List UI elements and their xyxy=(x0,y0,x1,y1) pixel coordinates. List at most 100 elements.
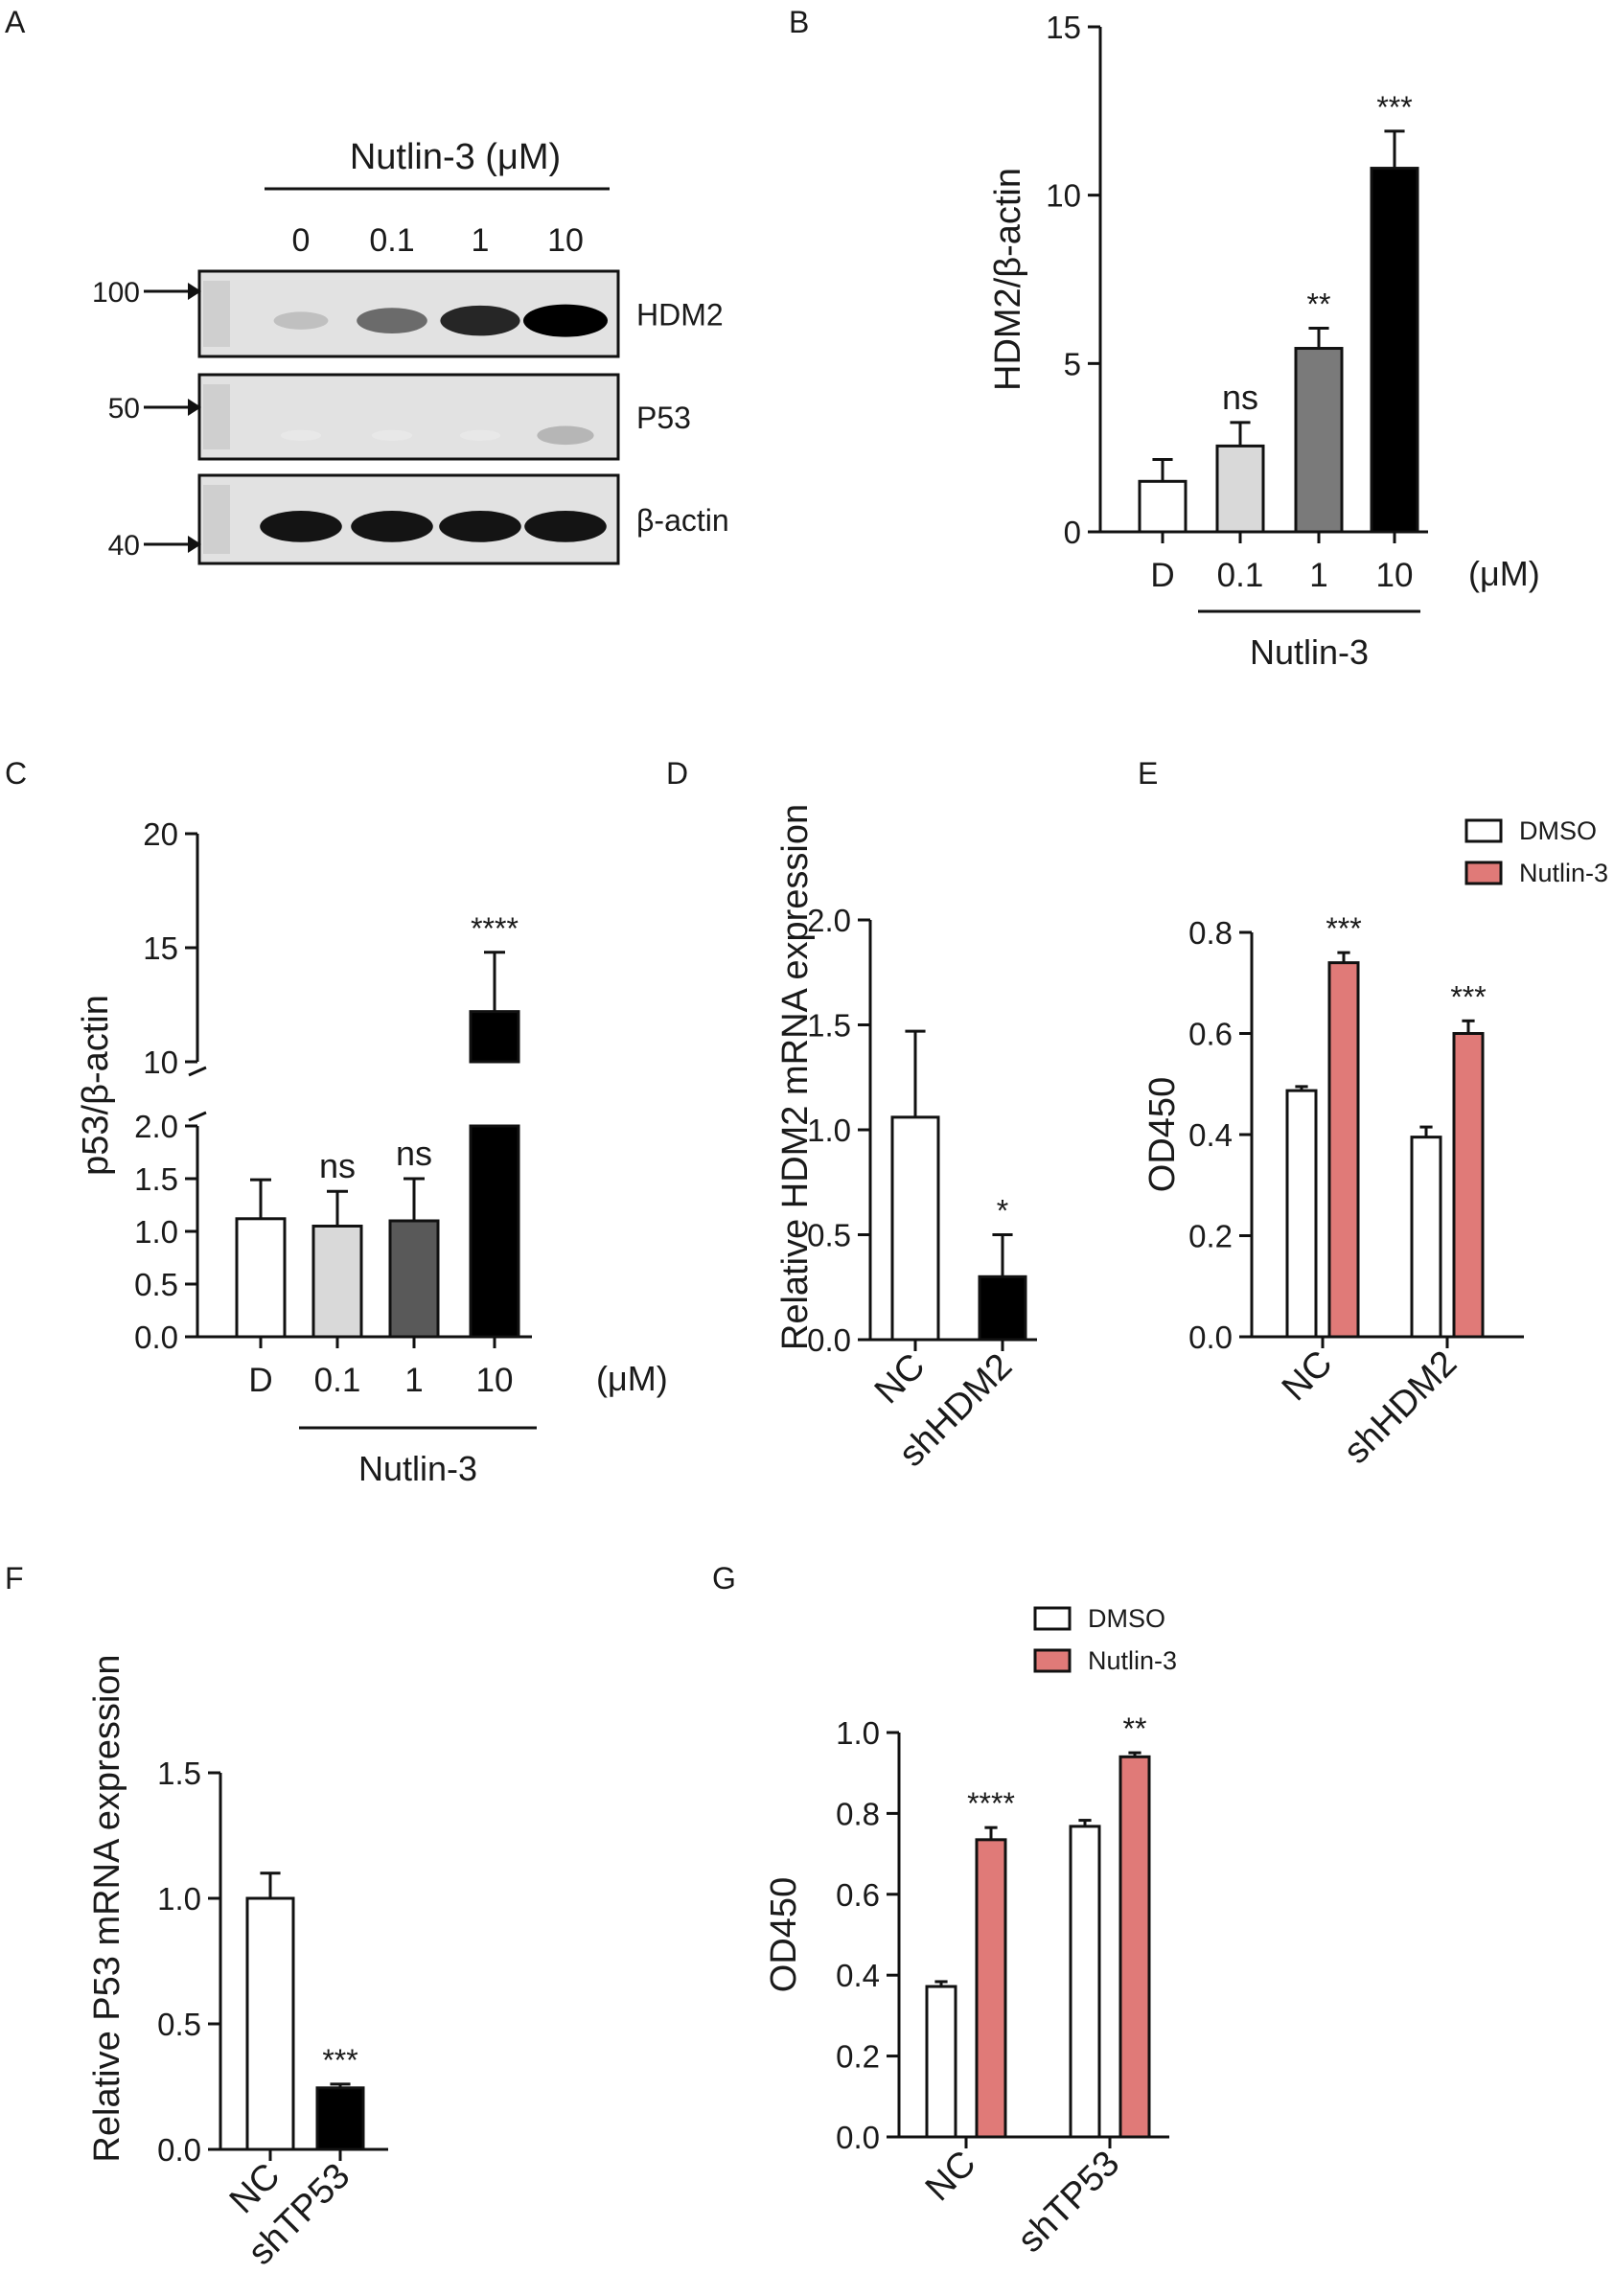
blot-band xyxy=(260,510,342,542)
y-tick-label: 0.4 xyxy=(836,1958,880,1993)
x-tick-label: 1 xyxy=(1309,557,1327,594)
significance-label: * xyxy=(997,1194,1008,1228)
significance-label: *** xyxy=(1376,90,1412,125)
y-tick-label: 0.5 xyxy=(807,1218,851,1253)
y-tick-label: 20 xyxy=(143,816,178,852)
blot-ladder-lane xyxy=(203,281,230,347)
y-tick-label: 15 xyxy=(1046,10,1081,45)
legend-label: Nutlin-3 xyxy=(1088,1646,1177,1675)
legend-swatch-dmso xyxy=(1464,818,1503,843)
blot-ladder-lane xyxy=(203,485,230,554)
blot-band xyxy=(357,308,427,334)
y-tick-label: 10 xyxy=(1046,178,1081,214)
x-tick-label: shHDM2 xyxy=(1336,1343,1464,1472)
y-axis-label: OD450 xyxy=(764,1877,804,1992)
bar xyxy=(1370,167,1419,534)
blot-ladder-lane xyxy=(203,384,230,449)
significance-label: *** xyxy=(322,2043,357,2078)
y-tick-label: 1.0 xyxy=(807,1113,851,1148)
significance-label: ** xyxy=(1307,287,1331,321)
panel-letter-b: B xyxy=(789,5,809,39)
y-tick-label: 0.2 xyxy=(836,2039,880,2075)
blot-band xyxy=(524,510,607,542)
y-tick-label: 5 xyxy=(1064,346,1081,381)
bar-nutlin-3 xyxy=(1327,961,1360,1339)
y-tick-label: 0.6 xyxy=(1188,1017,1233,1052)
bar xyxy=(311,1225,363,1339)
panel-letter-c: C xyxy=(5,756,27,791)
blot-marker-label: 50 xyxy=(108,393,140,425)
y-tick-label: 0.2 xyxy=(1188,1219,1233,1254)
significance-label: ns xyxy=(1222,378,1258,417)
x-tick-label: 10 xyxy=(476,1362,514,1399)
y-tick-label: 0.8 xyxy=(836,1796,880,1831)
y-tick-label: 0.0 xyxy=(157,2132,201,2168)
blot-lane-label: 1 xyxy=(472,222,490,259)
significance-label: ns xyxy=(396,1134,432,1173)
x-group-label: Nutlin-3 xyxy=(1250,632,1369,672)
blot-band xyxy=(439,510,521,542)
significance-label: **** xyxy=(471,911,519,946)
y-tick-label: 10 xyxy=(143,1045,178,1080)
x-tick-label: 10 xyxy=(1376,557,1414,594)
significance-label: ** xyxy=(1123,1711,1147,1746)
blot-band xyxy=(523,304,608,337)
x-tick-label: D xyxy=(248,1362,272,1399)
legend-swatch-nutlin-3 xyxy=(1464,861,1503,885)
x-tick-label: 0.1 xyxy=(314,1362,361,1399)
bar xyxy=(1294,347,1344,534)
y-tick-label: 0.0 xyxy=(836,2120,880,2155)
bar-dmso xyxy=(925,1985,957,2139)
bar-dmso xyxy=(1069,1825,1101,2139)
y-tick-label: 1.0 xyxy=(157,1881,201,1917)
blot-band-label: HDM2 xyxy=(636,298,724,333)
chart-f: 0.0 0.5 1.0 1.5 Relative P53 mRNA expression… xyxy=(87,1654,388,2273)
blot-band xyxy=(459,429,501,441)
axis-break-mark xyxy=(188,1111,207,1122)
y-tick-label: 1.5 xyxy=(134,1161,178,1197)
x-group-label: Nutlin-3 xyxy=(358,1449,477,1488)
bar-nutlin-3 xyxy=(1118,1755,1151,2139)
bar xyxy=(315,2086,365,2151)
x-tick-label: 0.1 xyxy=(1217,557,1264,594)
bar-dmso xyxy=(1410,1136,1442,1339)
significance-label: *** xyxy=(1450,979,1486,1014)
y-axis-label: HDM2/β-actin xyxy=(988,168,1028,391)
blot-box xyxy=(197,373,620,461)
y-tick-label: 0.6 xyxy=(836,1877,880,1913)
y-tick-label: 0 xyxy=(1064,515,1081,550)
blot-row-1: P53 xyxy=(197,373,691,461)
y-tick-label: 1.0 xyxy=(134,1214,178,1250)
blot-marker-arrow-icon xyxy=(188,399,201,416)
bar xyxy=(245,1896,295,2151)
blot-band xyxy=(537,425,594,446)
y-tick-label: 0.5 xyxy=(157,2007,201,2042)
y-axis-label: p53/β-actin xyxy=(76,995,116,1176)
blot-band xyxy=(273,311,329,330)
blot-band xyxy=(440,305,520,336)
bar-nutlin-3 xyxy=(1452,1032,1485,1339)
panel-letter-g: G xyxy=(712,1561,736,1596)
y-tick-label: 1.5 xyxy=(157,1756,201,1791)
y-tick-label: 0.4 xyxy=(1188,1117,1233,1153)
bar-lower xyxy=(469,1124,520,1339)
y-tick-label: 1.5 xyxy=(807,1008,851,1044)
y-tick-label: 2.0 xyxy=(807,903,851,938)
bar xyxy=(978,1274,1027,1342)
blot-marker-arrow-icon xyxy=(188,536,201,553)
x-unit-label: (μM) xyxy=(596,1359,668,1398)
legend-label: DMSO xyxy=(1088,1604,1165,1633)
y-axis-label: Relative HDM2 mRNA expression xyxy=(775,804,816,1350)
bar-dmso xyxy=(1285,1089,1318,1339)
blot-band-label: P53 xyxy=(636,401,691,435)
x-tick-label: NC xyxy=(867,1346,934,1412)
blot-row-0: HDM2 xyxy=(197,269,724,358)
x-tick-label: shTP53 xyxy=(1010,2144,1127,2261)
blot-marker-arrow-icon xyxy=(188,283,201,300)
x-tick-label: 1 xyxy=(404,1362,423,1399)
blot-marker-label: 100 xyxy=(92,277,140,309)
